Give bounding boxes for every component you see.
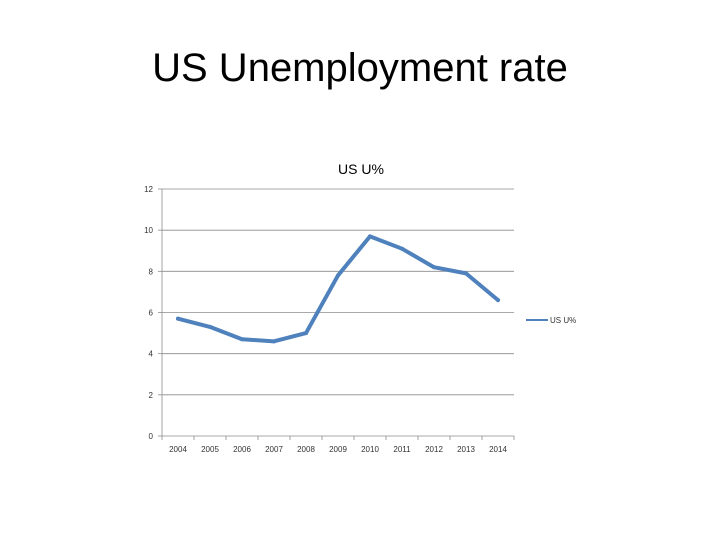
x-tick-label-2006: 2006 bbox=[233, 445, 251, 454]
y-tick-label-4: 4 bbox=[149, 350, 154, 359]
y-tick-label-2: 2 bbox=[149, 391, 154, 400]
x-tick-label-2011: 2011 bbox=[393, 445, 411, 454]
y-tick-label-8: 8 bbox=[149, 267, 154, 276]
data-point-2010 bbox=[368, 234, 372, 239]
x-tick-label-2010: 2010 bbox=[361, 445, 379, 454]
x-tick-label-2004: 2004 bbox=[169, 445, 187, 454]
x-tick-label-2008: 2008 bbox=[297, 445, 315, 454]
y-tick-label-10: 10 bbox=[144, 226, 153, 235]
x-tick-label-2014: 2014 bbox=[489, 445, 507, 454]
data-point-2007 bbox=[272, 339, 276, 344]
y-tick-label-12: 12 bbox=[144, 185, 153, 194]
data-point-2005 bbox=[208, 324, 212, 329]
data-point-2012 bbox=[432, 265, 436, 270]
data-point-2014 bbox=[496, 298, 500, 303]
legend: US U% bbox=[526, 316, 576, 325]
x-tick-label-2007: 2007 bbox=[265, 445, 283, 454]
y-tick-label-0: 0 bbox=[149, 432, 154, 441]
series-layer bbox=[176, 234, 500, 344]
legend-label-us-u: US U% bbox=[550, 316, 576, 325]
x-tick-label-2005: 2005 bbox=[201, 445, 219, 454]
data-point-2013 bbox=[464, 271, 468, 276]
data-point-2009 bbox=[336, 273, 340, 278]
gridlines bbox=[162, 188, 514, 437]
data-point-2008 bbox=[304, 331, 308, 336]
y-axis: 0 2 4 6 8 10 12 bbox=[144, 185, 163, 441]
slide-title: US Unemployment rate bbox=[152, 46, 568, 90]
x-axis: 2004 2005 2006 2007 2008 2009 2010 2011 2012 2013… bbox=[161, 436, 515, 454]
chart-title: US U% bbox=[338, 161, 384, 177]
data-point-2006 bbox=[240, 337, 244, 342]
x-tick-label-2009: 2009 bbox=[329, 445, 347, 454]
x-tick-label-2012: 2012 bbox=[425, 445, 443, 454]
x-tick-label-2013: 2013 bbox=[457, 445, 475, 454]
series-line-0 bbox=[176, 234, 500, 344]
data-point-2011 bbox=[400, 246, 404, 251]
y-tick-label-6: 6 bbox=[149, 309, 154, 318]
data-point-2004 bbox=[176, 316, 180, 321]
